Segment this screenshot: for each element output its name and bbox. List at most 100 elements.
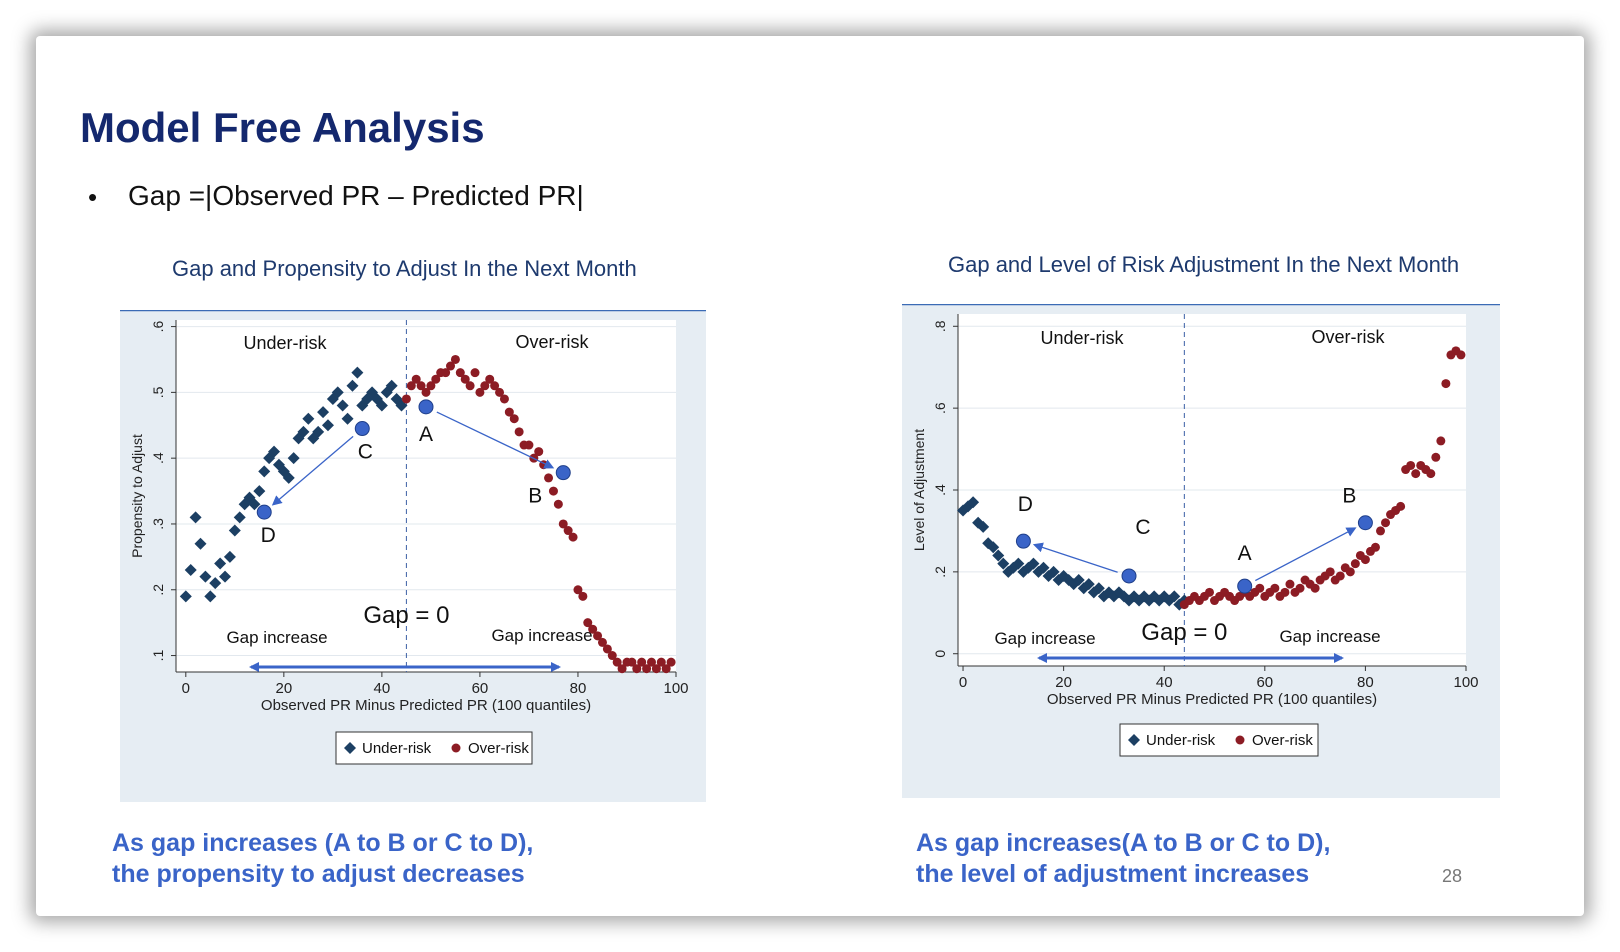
chart-propensity-to-adjust: .1 .2 .3 .4 .5 .6 0 20 40 60 80 100 Observed PR Minu… [120, 309, 706, 802]
chart2-over-risk-point [1396, 501, 1406, 511]
chart1-over-risk-point [411, 374, 421, 384]
chart2-under-risk-point [1082, 578, 1095, 591]
chart1-over-risk-point [495, 387, 505, 397]
chart2-under-risk-point [1153, 594, 1166, 607]
chart1-over-risk-point [455, 368, 465, 378]
chart1-ytick-label: .3 [150, 518, 166, 530]
chart1-over-risk-point [401, 394, 411, 404]
chart1-over-risk-point [637, 657, 647, 667]
chart1-over-risk-point [490, 381, 500, 391]
chart2-arrow-C-to-D [1032, 542, 1118, 573]
chart2-highlight-label-D: D [1018, 493, 1033, 516]
chart2-over-risk-point [1325, 567, 1335, 577]
chart2-y-axis-label: Level of Adjustment [911, 429, 927, 551]
chart2-ytick-label: 0 [932, 650, 948, 658]
chart1-under-risk-point [321, 419, 334, 432]
chart1-under-risk-point [351, 366, 364, 379]
chart2-x-axis-label: Observed PR Minus Predicted PR (100 quan… [1047, 691, 1377, 708]
chart2-under-risk-point [967, 496, 980, 509]
chart2-over-risk-point [1411, 469, 1421, 479]
chart1-xtick-label: 0 [182, 680, 190, 697]
chart2-under-risk-point [1072, 574, 1085, 587]
chart1-legend-over-risk-marker [451, 743, 461, 753]
chart1-gap-zero-label: Gap = 0 [363, 602, 449, 629]
chart1-under-risk-point [233, 511, 246, 524]
chart1-over-risk-point [504, 407, 514, 417]
chart1-legend-under-risk-marker [344, 742, 356, 754]
chart1-region-label-under-risk: Under-risk [243, 333, 327, 353]
bullet-gap-definition: Gap =|Observed PR – Predicted PR| [128, 180, 584, 211]
chart1-under-risk-point [253, 485, 266, 498]
chart1-x-axis-label: Observed PR Minus Predicted PR (100 quan… [261, 697, 591, 714]
chart1-under-risk-point [331, 386, 344, 399]
chart1-over-risk-point [588, 624, 598, 634]
chart1-over-risk-point [499, 394, 509, 404]
chart1-over-risk-point [646, 657, 656, 667]
chart1-over-risk-point [421, 387, 431, 397]
chart1-under-risk-point [204, 590, 217, 603]
chart2-highlight-label-B: B [1342, 485, 1356, 508]
chart1-xtick-label: 20 [275, 680, 292, 697]
chart1-region-label-over-risk: Over-risk [516, 332, 590, 352]
chart2-over-risk-point [1370, 542, 1380, 552]
chart1-under-risk-point [346, 379, 359, 392]
caption-left: As gap increases (A to B or C to D), the… [112, 828, 533, 890]
chart2-ytick-label: .8 [932, 320, 948, 332]
chart1-over-risk-point [612, 657, 622, 667]
bullet-marker: • [88, 182, 98, 212]
chart1-over-risk-point [470, 368, 480, 378]
chart1-over-risk-point [563, 526, 573, 536]
chart2-under-risk-point [987, 541, 1000, 554]
chart1-highlight-point-A [418, 399, 434, 415]
chart1-arrow-A-to-B [436, 411, 555, 469]
page-number: 28 [1442, 866, 1463, 886]
chart1-under-risk-point [238, 498, 251, 511]
chart2-over-risk-point [1310, 583, 1320, 593]
chart2-over-risk-point [1255, 583, 1265, 593]
chart2-ytick-label: .4 [932, 484, 948, 496]
chart2-legend-under-risk-marker [1128, 734, 1140, 746]
chart2-under-risk-point [1042, 569, 1055, 582]
chart2-gap-increase-right: Gap increase [1279, 627, 1380, 646]
chart2-region-label-under-risk: Under-risk [1040, 328, 1124, 348]
chart1-over-risk-point [632, 664, 642, 674]
chart2-over-risk-point [1295, 583, 1305, 593]
chart1-under-risk-point [214, 557, 227, 570]
chart2-svg: 0 .2 .4 .6 .8 0 20 40 60 80 100 Observed PR Minus P… [902, 303, 1500, 798]
chart1-under-risk-point [317, 406, 330, 419]
chart1-over-risk-point [666, 657, 676, 667]
chart1-gap-increase-left: Gap increase [226, 628, 327, 647]
chart1-over-risk-point [548, 486, 558, 496]
chart1-under-risk-point [390, 392, 403, 405]
chart1-over-risk-point [627, 657, 637, 667]
chart1-over-risk-point [607, 651, 617, 661]
chart1-highlight-point-D [256, 504, 272, 520]
chart1-ytick-label: .5 [150, 386, 166, 398]
chart1-highlight-label-C: C [358, 441, 373, 464]
chart2-legend-box [1119, 723, 1319, 757]
chart-level-of-adjustment: 0 .2 .4 .6 .8 0 20 40 60 80 100 Observed PR Minus P… [902, 303, 1500, 798]
chart1-svg: .1 .2 .3 .4 .5 .6 0 20 40 60 80 100 Observed PR Minu… [120, 309, 706, 802]
caption-right-line-1: As gap increases(A to B or C to D), [916, 829, 1331, 857]
chart1-over-risk-point [558, 519, 568, 529]
chart2-under-risk-point [1047, 565, 1060, 578]
chart1-over-risk-point [441, 368, 451, 378]
chart2-under-risk-point [1057, 569, 1070, 582]
caption-right-line-2: the level of adjustment increases [916, 860, 1310, 888]
chart2-over-risk-point [1270, 583, 1280, 593]
chart1-under-risk-point [219, 570, 232, 583]
caption-left-line-1: As gap increases (A to B or C to D), [112, 829, 534, 857]
chart1-under-risk-point [312, 425, 325, 438]
chart2-highlight-label-C: C [1135, 516, 1150, 539]
chart2-over-risk-point [1406, 460, 1416, 470]
chart1-xtick-label: 80 [570, 680, 587, 697]
chart2-under-risk-point [972, 516, 985, 529]
chart2-under-risk-point [1107, 590, 1120, 603]
chart1-over-risk-point [661, 664, 671, 674]
chart1-gap-increase-right: Gap increase [491, 626, 592, 645]
chart2-highlight-point-D [1015, 533, 1031, 549]
chart2-gap-increase-left: Gap increase [994, 629, 1095, 648]
chart2-xtick-label: 20 [1055, 674, 1072, 691]
chart2-under-risk-point [1168, 590, 1181, 603]
chart2-under-risk-point [1027, 557, 1040, 570]
